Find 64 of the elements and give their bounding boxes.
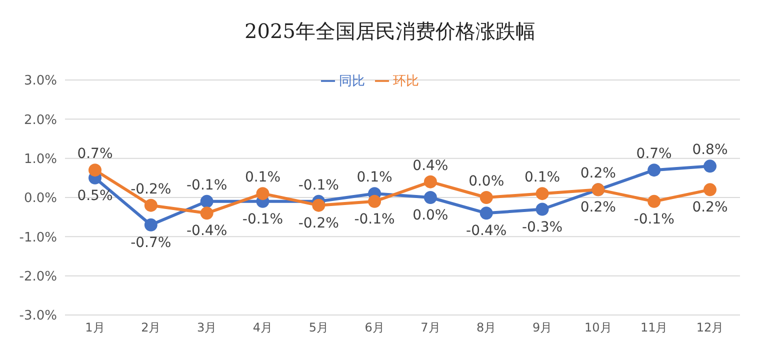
point xyxy=(424,191,437,204)
point xyxy=(312,198,326,212)
data-label: -0.2% xyxy=(298,215,339,232)
data-label: 0.0% xyxy=(412,208,448,224)
point xyxy=(480,206,493,220)
data-label: 0.4% xyxy=(412,158,448,174)
point xyxy=(144,198,158,212)
point xyxy=(200,194,214,208)
x-tick-label: 12月 xyxy=(696,320,724,335)
x-tick-label: 11月 xyxy=(640,320,668,335)
point xyxy=(144,218,158,232)
x-tick-label: 2月 xyxy=(141,320,161,335)
point xyxy=(256,187,270,200)
data-label: 0.1% xyxy=(356,170,392,186)
point xyxy=(648,194,661,208)
data-label: -0.4% xyxy=(186,223,228,240)
legend-label: 同比 xyxy=(339,74,365,89)
data-label: -0.1% xyxy=(186,177,228,194)
point xyxy=(536,187,549,200)
data-label: 0.2% xyxy=(580,200,616,216)
data-label: -0.7% xyxy=(130,234,172,251)
data-label: 0.1% xyxy=(244,170,281,186)
data-label: 0.7% xyxy=(77,146,113,162)
data-label: -0.1% xyxy=(634,211,674,228)
y-tick-label: -1.0% xyxy=(19,230,57,246)
data-label: -0.1% xyxy=(354,211,395,228)
data-label: 0.2% xyxy=(692,200,728,216)
point xyxy=(480,191,493,204)
point xyxy=(536,202,549,216)
data-label: 0.2% xyxy=(580,166,616,182)
y-tick-label: 1.0% xyxy=(24,152,57,167)
y-tick-label: 2.0% xyxy=(24,112,57,128)
y-tick-label: 3.0% xyxy=(24,74,57,89)
point xyxy=(648,164,661,177)
data-label: -0.3% xyxy=(522,219,563,236)
x-tick-label: 4月 xyxy=(252,320,273,335)
x-tick-label: 6月 xyxy=(364,320,384,335)
point xyxy=(704,183,716,196)
point xyxy=(368,194,382,208)
data-label: 0.7% xyxy=(636,146,672,162)
legend-label: 环比 xyxy=(393,74,419,89)
data-label: -0.1% xyxy=(298,177,339,194)
y-tick-label: 0.0% xyxy=(24,191,57,206)
x-tick-label: 9月 xyxy=(532,320,552,335)
point xyxy=(424,175,437,188)
y-tick-label: -3.0% xyxy=(19,308,57,324)
point xyxy=(88,164,102,177)
x-tick-label: 7月 xyxy=(420,320,440,335)
data-label: -0.4% xyxy=(466,223,507,240)
data-label: 0.5% xyxy=(77,188,113,204)
data-label: 0.8% xyxy=(692,142,728,158)
data-label: -0.2% xyxy=(130,181,172,198)
x-tick-label: 8月 xyxy=(476,320,496,335)
x-tick-label: 5月 xyxy=(308,320,328,335)
x-tick-label: 10月 xyxy=(584,320,612,335)
data-label: 0.0% xyxy=(468,174,504,190)
y-tick-label: -2.0% xyxy=(19,269,57,284)
x-tick-label: 1月 xyxy=(85,320,105,335)
data-label: -0.1% xyxy=(242,211,284,228)
point xyxy=(200,206,214,220)
x-tick-label: 3月 xyxy=(197,320,217,335)
data-label: 0.1% xyxy=(524,170,560,186)
point xyxy=(704,160,716,173)
chart-title: 2025年全国居民消费价格涨跌幅 xyxy=(244,18,536,45)
